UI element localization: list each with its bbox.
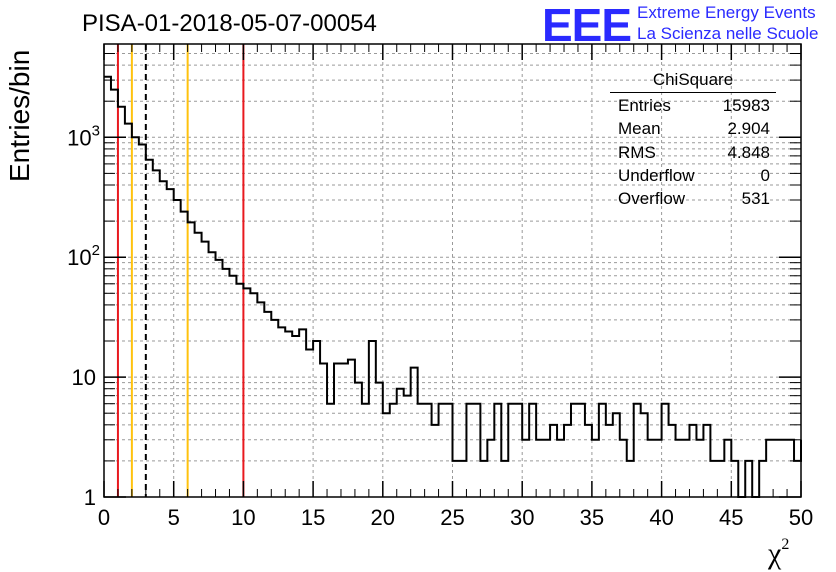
logo-line2: La Scienza nelle Scuole — [637, 24, 819, 43]
eee-logo: EEE — [542, 0, 632, 51]
tick-labels: 0 5 10 15 20 25 30 35 40 45 50 1 10 102 103 — [67, 122, 813, 530]
y-tick-label: 102 — [67, 242, 100, 270]
stats-overflow-label: Overflow — [618, 189, 686, 209]
logo-line1: Extreme Energy Events — [637, 3, 816, 22]
x-tick-label: 45 — [719, 505, 743, 530]
x-tick-label: 30 — [510, 505, 534, 530]
x-tick-label: 0 — [98, 505, 110, 530]
y-axis-label: Entries/bin — [4, 49, 35, 182]
x-axis-label-base: χ — [768, 537, 782, 570]
stats-row-overflow: Overflow 531 — [610, 187, 776, 210]
reference-lines — [116, 44, 245, 497]
stats-mean-label: Mean — [618, 119, 661, 139]
chart-title: PISA-01-2018-05-07-00054 — [82, 10, 377, 37]
y-tick-label: 103 — [67, 122, 100, 150]
x-tick-label: 25 — [440, 505, 464, 530]
x-tick-label: 40 — [649, 505, 673, 530]
stats-row-underflow: Underflow 0 — [610, 164, 776, 187]
stats-entries-value: 15983 — [722, 96, 770, 115]
x-axis-label-exponent: 2 — [781, 536, 790, 553]
stats-rms-label: RMS — [618, 142, 656, 162]
x-tick-label: 50 — [789, 505, 813, 530]
y-tick-label: 10 — [72, 365, 96, 390]
x-tick-label: 20 — [371, 505, 395, 530]
y-tick-label: 1 — [84, 485, 96, 510]
stats-underflow-label: Underflow — [618, 165, 695, 185]
x-tick-label: 10 — [231, 505, 255, 530]
x-tick-label: 15 — [301, 505, 325, 530]
stats-row-mean: Mean 2.904 — [610, 117, 776, 140]
x-tick-label: 35 — [580, 505, 604, 530]
histogram-series-line — [104, 75, 802, 498]
stats-row-rms: RMS 4.848 — [610, 141, 776, 164]
stats-rms-value: 4.848 — [727, 142, 770, 162]
x-axis-label: χ2 — [768, 536, 789, 571]
stats-row-entries: Entries 15983 — [610, 94, 776, 117]
stats-entries-label: Entries — [618, 96, 671, 115]
grid-lines — [104, 43, 801, 497]
stats-underflow-value: 0 — [760, 165, 770, 185]
stats-overflow-value: 531 — [741, 189, 770, 209]
stats-title: ChiSquare — [610, 68, 776, 93]
axis-ticks — [103, 43, 802, 498]
x-tick-label: 5 — [168, 505, 180, 530]
stats-mean-value: 2.904 — [727, 119, 770, 139]
stats-box: ChiSquare Entries 15983 Mean 2.904 RMS 4.84… — [610, 68, 776, 210]
